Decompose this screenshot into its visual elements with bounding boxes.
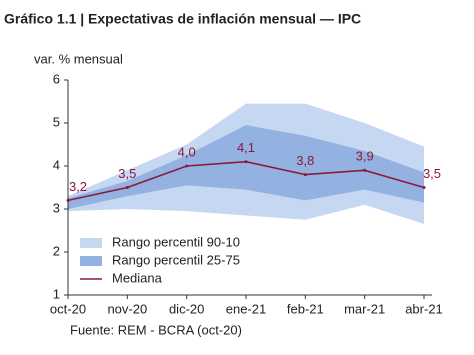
x-tick-label: oct-20 [50, 301, 86, 316]
y-tick-label: 3 [53, 200, 60, 215]
value-label: 3,2 [69, 179, 87, 194]
legend-swatch [80, 256, 102, 266]
band [68, 125, 424, 209]
legend-label: Rango percentil 90-10 [112, 234, 240, 249]
x-tick-label: mar-21 [344, 301, 385, 316]
x-tick-label: ene-21 [226, 301, 266, 316]
y-tick-label: 2 [53, 243, 60, 258]
y-tick-label: 5 [53, 114, 60, 129]
y-tick-label: 6 [53, 71, 60, 86]
value-label: 3,8 [296, 153, 314, 168]
median-point [244, 160, 248, 164]
legend-label: Mediana [112, 270, 163, 285]
x-tick-label: abr-21 [405, 301, 443, 316]
y-tick-label: 4 [53, 157, 60, 172]
median-point [422, 186, 426, 189]
value-label: 4,0 [178, 144, 196, 159]
source: Fuente: REM - BCRA (oct-20) [70, 322, 242, 337]
median-point [303, 173, 307, 177]
x-tick-label: dic-20 [169, 301, 204, 316]
y-tick-label: 1 [53, 286, 60, 301]
legend-swatch [80, 238, 102, 248]
legend-label: Rango percentil 25-75 [112, 252, 240, 267]
median-point [363, 168, 367, 172]
x-tick-label: feb-21 [287, 301, 324, 316]
value-label: 4,1 [237, 140, 255, 155]
value-label: 3,5 [118, 166, 136, 181]
median-point [185, 164, 189, 168]
median-point [125, 186, 129, 189]
value-label: 3,9 [356, 149, 374, 164]
value-label: 3,5 [423, 166, 441, 181]
y-axis-label: var. % mensual [34, 51, 123, 66]
chart-title: Gráfico 1.1 | Expectativas de inflación … [4, 11, 361, 27]
x-tick-label: nov-20 [107, 301, 147, 316]
